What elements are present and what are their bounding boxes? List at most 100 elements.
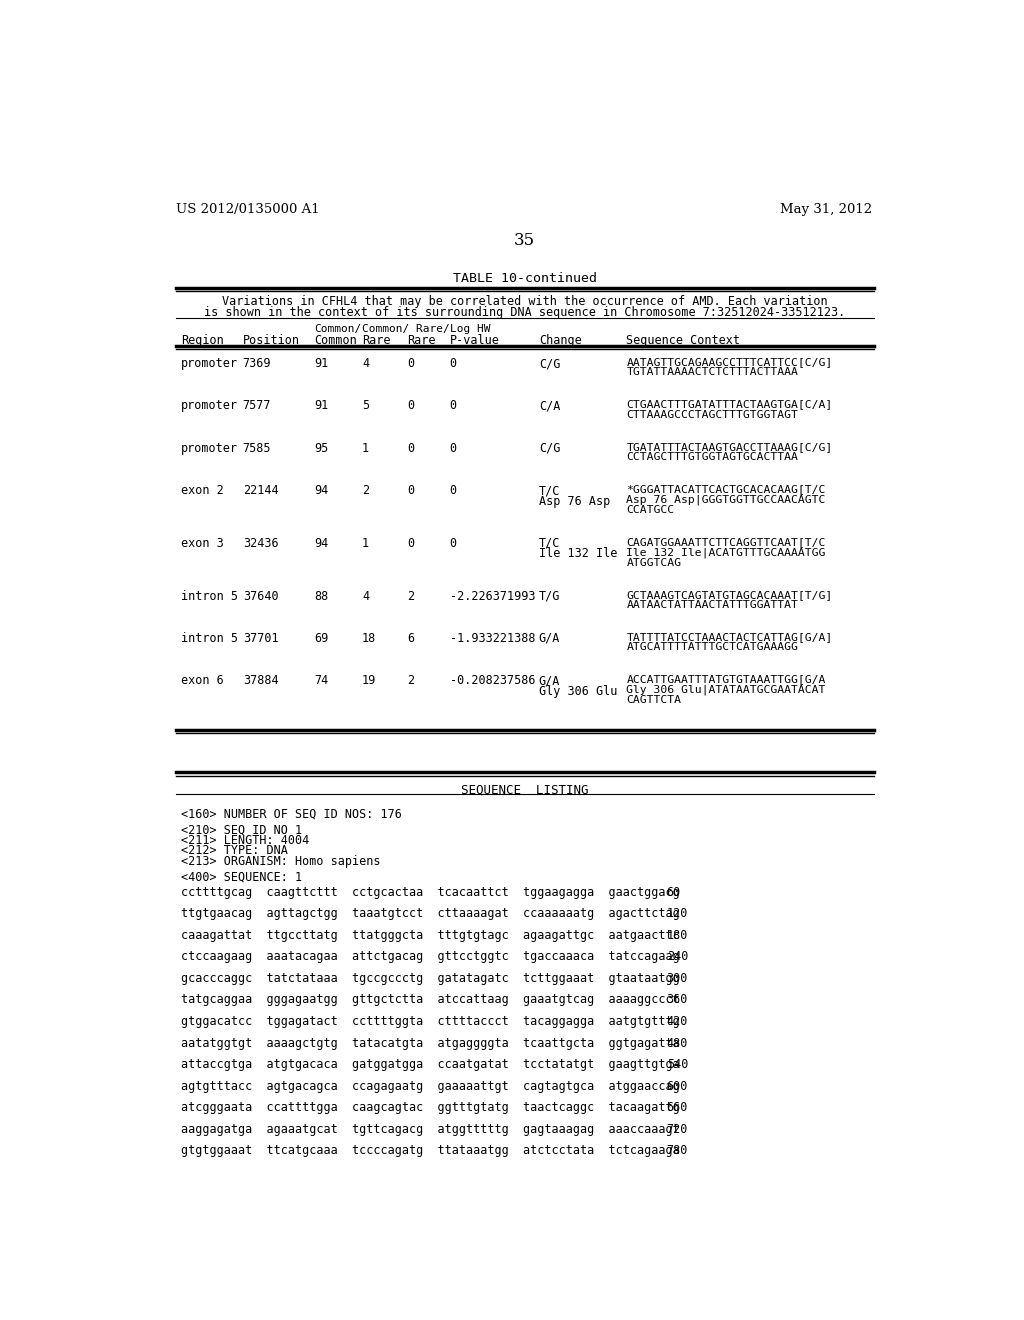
Text: intron 5: intron 5 [180,632,238,645]
Text: 0: 0 [407,400,414,412]
Text: 2: 2 [362,484,370,498]
Text: 240: 240 [667,950,688,964]
Text: 19: 19 [362,675,376,688]
Text: 91: 91 [314,400,329,412]
Text: 91: 91 [314,358,329,370]
Text: caaagattat  ttgccttatg  ttatgggcta  tttgtgtagc  agaagattgc  aatgaacttc: caaagattat ttgccttatg ttatgggcta tttgtgt… [180,929,680,941]
Text: <211> LENGTH: 4004: <211> LENGTH: 4004 [180,834,309,847]
Text: Common/: Common/ [314,323,361,334]
Text: G/A: G/A [539,675,560,688]
Text: 22144: 22144 [243,484,279,498]
Text: exon 3: exon 3 [180,537,223,550]
Text: CTTAAAGCCCTAGCTTTGTGGTAGT: CTTAAAGCCCTAGCTTTGTGGTAGT [627,409,798,420]
Text: aaggagatga  agaaatgcat  tgttcagacg  atggtttttg  gagtaaagag  aaaccaaagt: aaggagatga agaaatgcat tgttcagacg atggttt… [180,1123,680,1135]
Text: C/G: C/G [539,442,560,455]
Text: May 31, 2012: May 31, 2012 [780,203,872,216]
Text: agtgtttacc  agtgacagca  ccagagaatg  gaaaaattgt  cagtagtgca  atggaaccag: agtgtttacc agtgacagca ccagagaatg gaaaaat… [180,1080,680,1093]
Text: 6: 6 [407,632,414,645]
Text: promoter: promoter [180,442,238,455]
Text: <210> SEQ ID NO 1: <210> SEQ ID NO 1 [180,824,302,837]
Text: CCATGCC: CCATGCC [627,506,675,515]
Text: gtgtggaaat  ttcatgcaaa  tccccagatg  ttataaatgg  atctcctata  tctcagaaga: gtgtggaaat ttcatgcaaa tccccagatg ttataaa… [180,1144,680,1158]
Text: 0: 0 [407,442,414,455]
Text: 0: 0 [450,484,457,498]
Text: 7369: 7369 [243,358,271,370]
Text: 120: 120 [667,907,688,920]
Text: 18: 18 [362,632,376,645]
Text: 300: 300 [667,972,688,985]
Text: 0: 0 [450,442,457,455]
Text: -2.226371993: -2.226371993 [450,590,536,603]
Text: Gly 306 Glu|ATATAATGCGAATACAT: Gly 306 Glu|ATATAATGCGAATACAT [627,685,825,696]
Text: T/G: T/G [539,590,560,603]
Text: promoter: promoter [180,400,238,412]
Text: 480: 480 [667,1036,688,1049]
Text: ctccaagaag  aaatacagaa  attctgacag  gttcctggtc  tgaccaaaca  tatccagaag: ctccaagaag aaatacagaa attctgacag gttcctg… [180,950,680,964]
Text: 0: 0 [407,537,414,550]
Text: 37640: 37640 [243,590,279,603]
Text: 4: 4 [362,358,370,370]
Text: Asp 76 Asp: Asp 76 Asp [539,495,610,507]
Text: Change: Change [539,334,582,347]
Text: 1: 1 [362,442,370,455]
Text: attaccgtga  atgtgacaca  gatggatgga  ccaatgatat  tcctatatgt  gaagttgtga: attaccgtga atgtgacaca gatggatgga ccaatga… [180,1059,680,1071]
Text: <213> ORGANISM: Homo sapiens: <213> ORGANISM: Homo sapiens [180,855,380,867]
Text: Gly 306 Glu: Gly 306 Glu [539,685,617,698]
Text: 69: 69 [314,632,329,645]
Text: 420: 420 [667,1015,688,1028]
Text: 0: 0 [407,484,414,498]
Text: Position: Position [243,334,300,347]
Text: GCTAAAGTCAGTATGTAGCACAAAT[T/G]: GCTAAAGTCAGTATGTAGCACAAAT[T/G] [627,590,833,599]
Text: promoter: promoter [180,358,238,370]
Text: <400> SEQUENCE: 1: <400> SEQUENCE: 1 [180,871,302,883]
Text: -1.933221388: -1.933221388 [450,632,536,645]
Text: 95: 95 [314,442,329,455]
Text: 32436: 32436 [243,537,279,550]
Text: Rare: Rare [407,334,435,347]
Text: Variations in CFHL4 that may be correlated with the occurrence of AMD. Each vari: Variations in CFHL4 that may be correlat… [222,296,827,309]
Text: CAGTTCTA: CAGTTCTA [627,696,681,705]
Text: 0: 0 [450,537,457,550]
Text: T/C: T/C [539,537,560,550]
Text: 540: 540 [667,1059,688,1071]
Text: 660: 660 [667,1101,688,1114]
Text: 1: 1 [362,537,370,550]
Text: 35: 35 [514,231,536,248]
Text: TGATATTTACTAAGTGACCTTAAAG[C/G]: TGATATTTACTAAGTGACCTTAAAG[C/G] [627,442,833,451]
Text: <160> NUMBER OF SEQ ID NOS: 176: <160> NUMBER OF SEQ ID NOS: 176 [180,808,401,821]
Text: 0: 0 [450,358,457,370]
Text: CAGATGGAAATTCTTCAGGTTCAAT[T/C: CAGATGGAAATTCTTCAGGTTCAAT[T/C [627,537,825,546]
Text: Ile 132 Ile|ACATGTTTGCAAAATGG: Ile 132 Ile|ACATGTTTGCAAAATGG [627,548,825,558]
Text: C/A: C/A [539,400,560,412]
Text: TGTATTAAAACTCTCTTTACTTAAA: TGTATTAAAACTCTCTTTACTTAAA [627,367,798,378]
Text: -0.208237586: -0.208237586 [450,675,536,688]
Text: <212> TYPE: DNA: <212> TYPE: DNA [180,845,288,858]
Text: P-value: P-value [450,334,500,347]
Text: ttgtgaacag  agttagctgg  taaatgtcct  cttaaaagat  ccaaaaaatg  agacttctag: ttgtgaacag agttagctgg taaatgtcct cttaaaa… [180,907,680,920]
Text: Asp 76 Asp|GGGTGGTTGCCAACAGTC: Asp 76 Asp|GGGTGGTTGCCAACAGTC [627,495,825,506]
Text: 720: 720 [667,1123,688,1135]
Text: 37701: 37701 [243,632,279,645]
Text: Common/ Rare/: Common/ Rare/ [362,323,450,334]
Text: 180: 180 [667,929,688,941]
Text: 60: 60 [667,886,681,899]
Text: 74: 74 [314,675,329,688]
Text: *GGGATTACATTCACTGCACACAAG[T/C: *GGGATTACATTCACTGCACACAAG[T/C [627,484,825,494]
Text: 0: 0 [450,400,457,412]
Text: SEQUENCE  LISTING: SEQUENCE LISTING [461,783,589,796]
Text: ccttttgcag  caagttcttt  cctgcactaa  tcacaattct  tggaagagga  gaactggacg: ccttttgcag caagttcttt cctgcactaa tcacaat… [180,886,680,899]
Text: 37884: 37884 [243,675,279,688]
Text: CCTAGCTTTGTGGTAGTGCACTTAA: CCTAGCTTTGTGGTAGTGCACTTAA [627,453,798,462]
Text: 360: 360 [667,994,688,1006]
Text: 88: 88 [314,590,329,603]
Text: intron 5: intron 5 [180,590,238,603]
Text: Log HW: Log HW [450,323,490,334]
Text: 780: 780 [667,1144,688,1158]
Text: 4: 4 [362,590,370,603]
Text: atcgggaata  ccattttgga  caagcagtac  ggtttgtatg  taactcaggc  tacaagattg: atcgggaata ccattttgga caagcagtac ggtttgt… [180,1101,680,1114]
Text: ATGGTCAG: ATGGTCAG [627,557,681,568]
Text: AATAACTATTAACTATTTGGATTAT: AATAACTATTAACTATTTGGATTAT [627,601,798,610]
Text: Sequence Context: Sequence Context [627,334,740,347]
Text: 5: 5 [362,400,370,412]
Text: 94: 94 [314,537,329,550]
